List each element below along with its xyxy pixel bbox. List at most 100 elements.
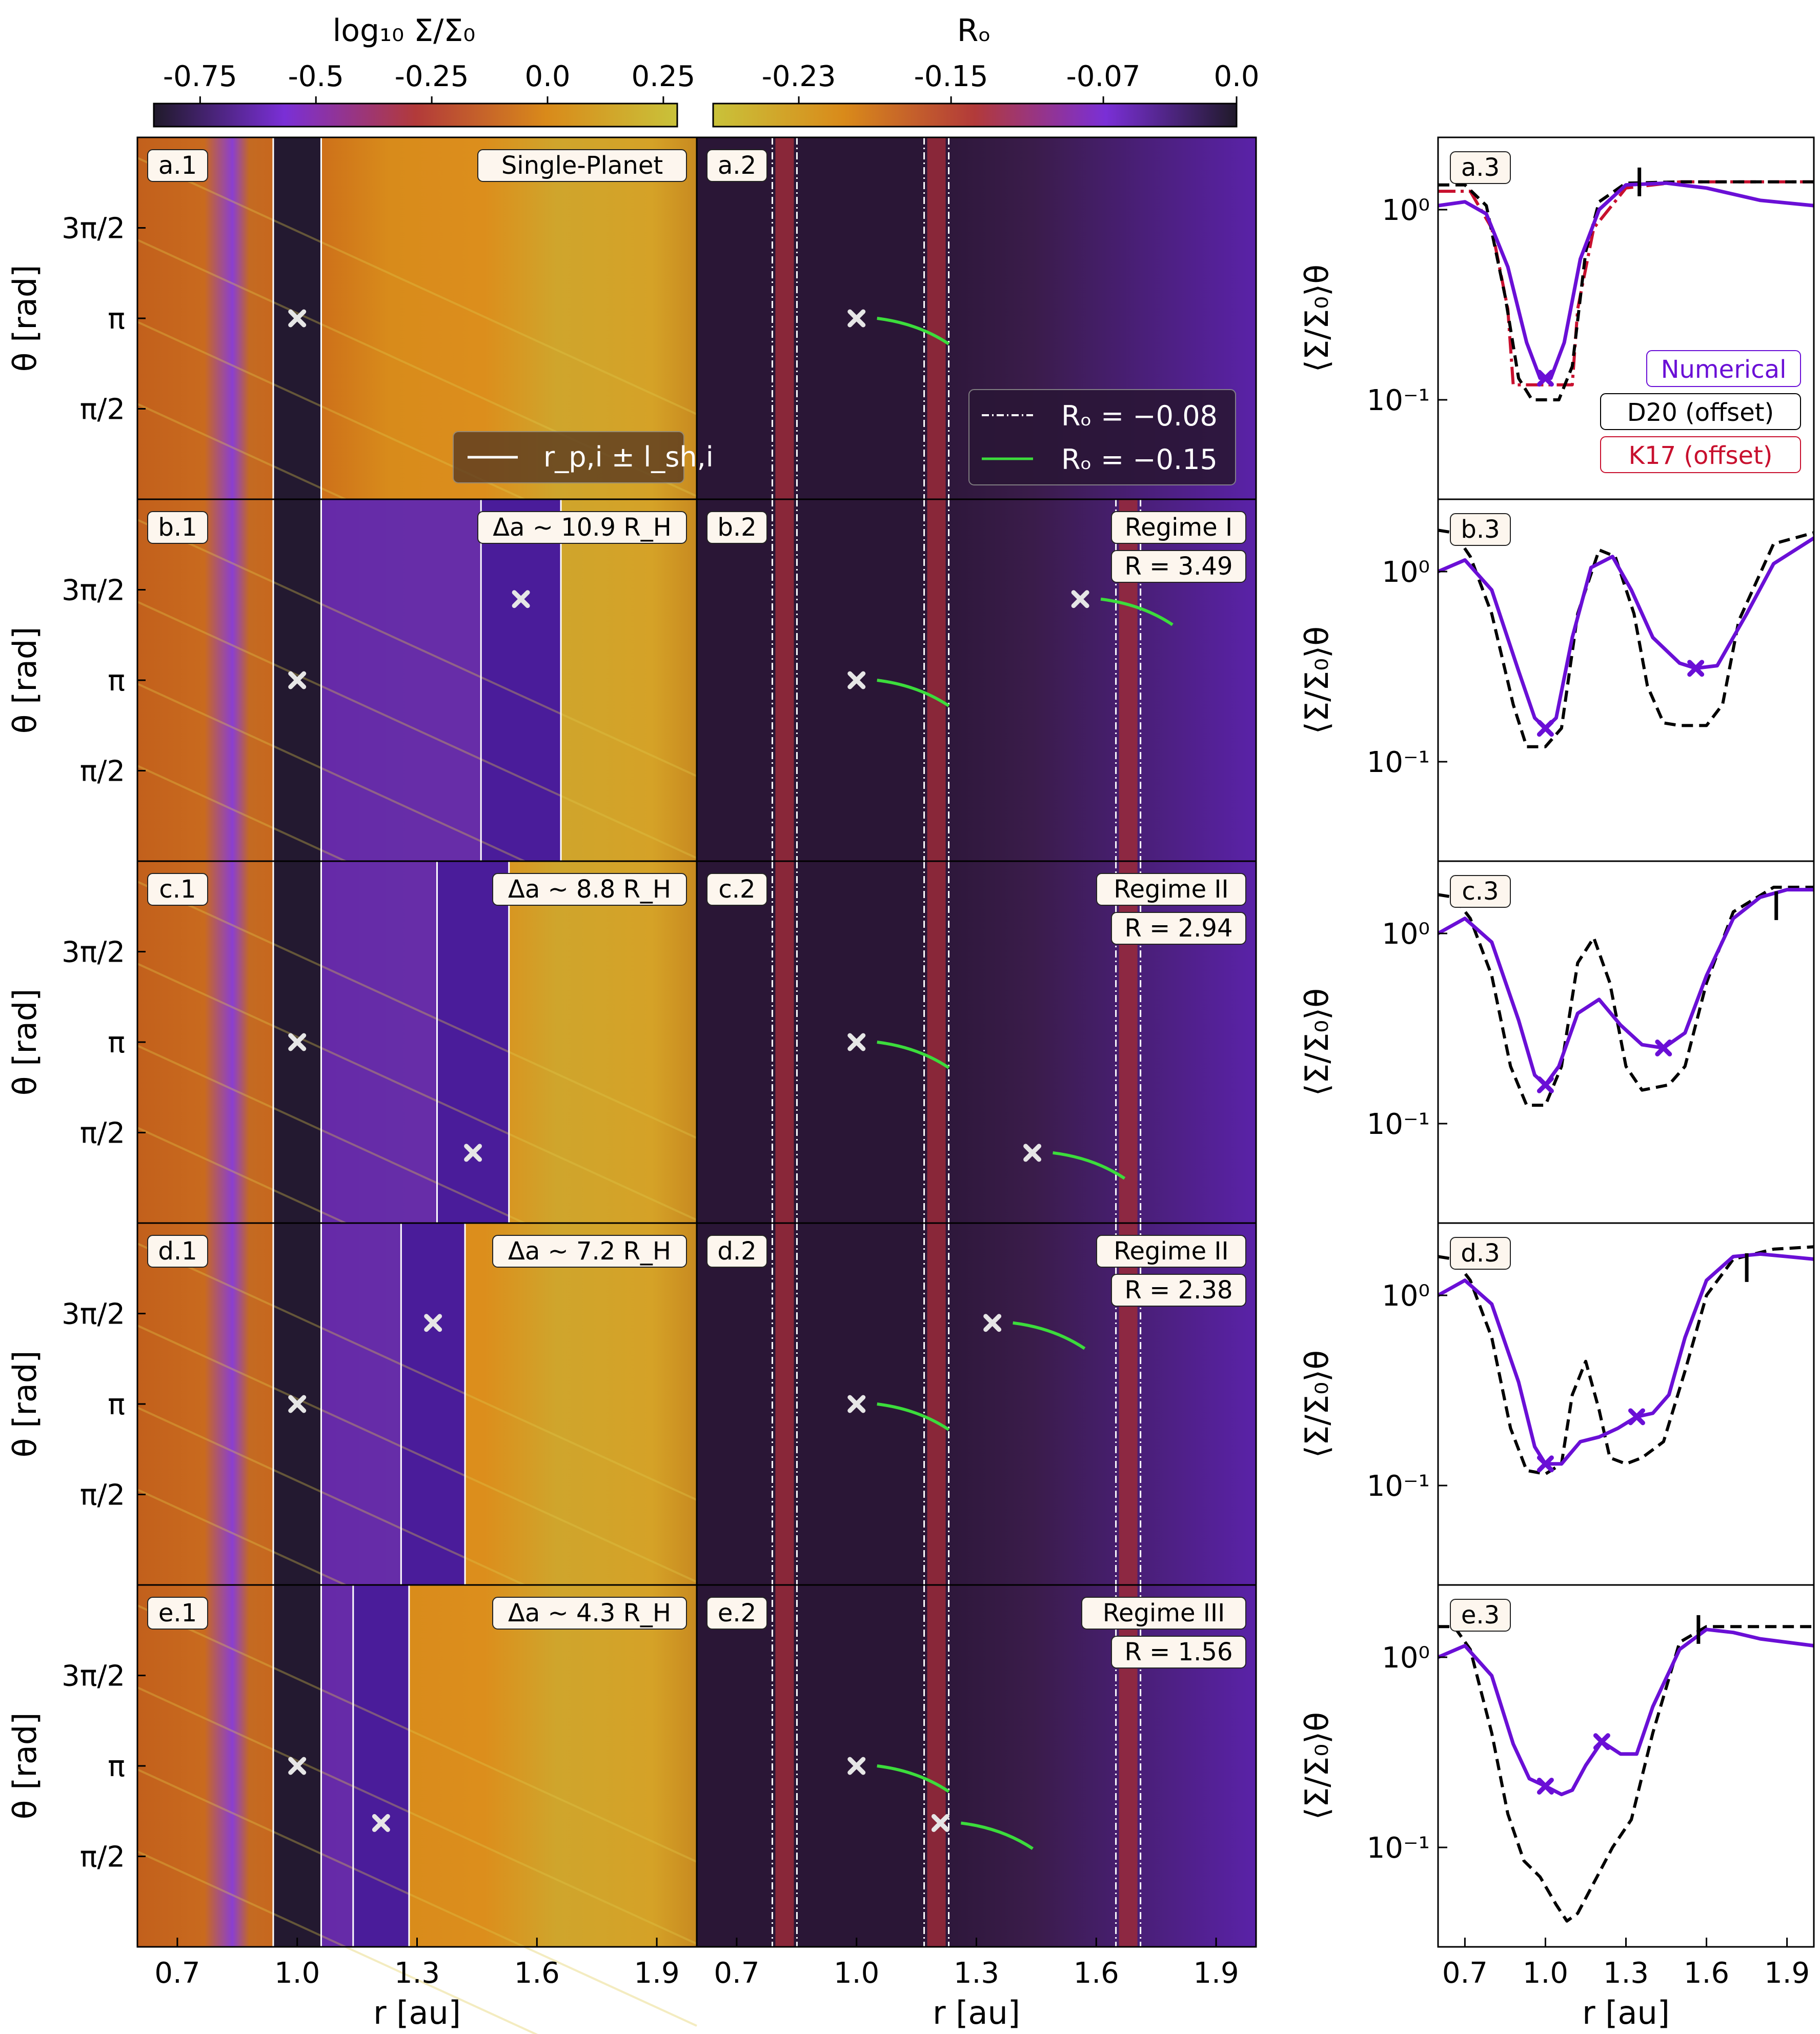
panel-label-d.2: d.2: [706, 1235, 767, 1268]
theta-tick-label: π: [108, 1388, 125, 1421]
panel-label-d.1: d.1: [147, 1235, 208, 1268]
legend-middle-green-text: Rₒ = −0.15: [1061, 443, 1218, 476]
green-contour: [877, 317, 950, 345]
ratio-axis-label: ⟨Σ/Σ₀⟩θ: [1298, 988, 1336, 1096]
panel-tag-a-text: Single-Planet: [501, 151, 663, 180]
theta-tick-label: π: [108, 664, 125, 698]
profile-panel-d: 10⁰ 10⁻¹ d.3: [1367, 1222, 1815, 1586]
ratio-tick-label: 10⁰: [1382, 1279, 1430, 1313]
regime-tag-e-bg: [1081, 1597, 1246, 1630]
panel-label-e.1: e.1: [147, 1597, 208, 1630]
profile-panel-e: 10⁰ 10⁻¹ e.3: [1367, 1584, 1815, 1948]
planet-marker-1-stroke-b: [847, 309, 866, 328]
colorbar-left-gradient: [153, 103, 678, 128]
panel-tag-d-bg: [492, 1235, 687, 1268]
planet-marker-2: [464, 1144, 482, 1162]
ratio-tick-label: 10⁻¹: [1367, 1108, 1430, 1141]
x-tick-label: 1.3: [954, 1957, 999, 1990]
profile-background: [1438, 1585, 1814, 1947]
planet-marker-2-stroke-b: [1023, 1144, 1042, 1162]
spiral-arm: [137, 1768, 697, 2027]
spiral-arm: [137, 1686, 697, 1945]
colorbar-middle-label: Rₒ: [957, 13, 992, 49]
x-tick-label: 1.9: [1194, 1957, 1239, 1990]
legend-right: Numerical D20 (offset) K17 (offset): [1600, 350, 1801, 473]
panel-label-c.2-text: c.2: [718, 875, 755, 904]
x-tick-label: 0.7: [714, 1957, 759, 1990]
panel-label-a.2-bg: [706, 149, 767, 182]
rossby-band: [927, 499, 946, 861]
rossby-panel-d: d.2 Regime II R = 2.38: [696, 1222, 1257, 1586]
rossby-band: [775, 1223, 794, 1585]
rossby-band: [775, 1585, 794, 1947]
panel-label-c.1-text: c.1: [159, 875, 196, 904]
profile-planet-marker-stroke-b: [1628, 1408, 1645, 1426]
planet-marker-2-stroke-b: [931, 1814, 949, 1832]
panel-tag-a-bg: [477, 149, 687, 182]
gap-planet2: [481, 499, 561, 861]
profile-planet-marker: [1655, 1039, 1672, 1056]
profile-planet-marker-stroke-b: [1655, 1039, 1672, 1056]
panel-label-a.1: a.1: [147, 149, 208, 182]
theta-tick-label: π/2: [80, 755, 125, 788]
panel-tag-b-bg: [477, 511, 687, 544]
planet-marker-2: [1023, 1144, 1042, 1162]
panel-label-b.1-bg: [147, 511, 208, 544]
panel-label-a.2-text: a.2: [718, 151, 756, 180]
regime-tag-d-text: Regime II: [1114, 1237, 1228, 1266]
regime-tag-e: Regime III: [1081, 1597, 1246, 1630]
spiral-arm: [137, 601, 697, 859]
panel-label-c.3: c.3: [1450, 875, 1511, 908]
legend-middle: Rₒ = −0.08 Rₒ = −0.15: [968, 389, 1236, 485]
planet-marker-1-stroke-b: [288, 671, 307, 689]
x-tick-label: 1.3: [1603, 1957, 1649, 1990]
density-background: [137, 1585, 697, 1947]
ratio-axis-label: ⟨Σ/Σ₀⟩θ: [1298, 265, 1336, 372]
ratio-axis-label: ⟨Σ/Σ₀⟩θ: [1298, 1350, 1336, 1458]
panel-label-e.3-bg: [1450, 1599, 1511, 1632]
panel-label-e.3: e.3: [1450, 1599, 1511, 1632]
legend-middle-dashdot-text: Rₒ = −0.08: [1061, 400, 1218, 432]
planet-marker-1: [847, 309, 866, 328]
profile-panel-c: 10⁰ 10⁻¹ c.3: [1367, 860, 1815, 1224]
planet-marker-1: [288, 671, 307, 689]
panel-tag-e: Δa ∼ 4.3 R_H: [492, 1597, 687, 1630]
panel-label-c.1: c.1: [147, 873, 208, 906]
planet-marker-1-stroke-b: [847, 671, 866, 689]
panel-tag-b: Δa ∼ 10.9 R_H: [477, 511, 687, 544]
x-tick-label: 1.0: [1523, 1957, 1568, 1990]
panel-label-d.1-bg: [147, 1235, 208, 1268]
colorbar-left-tick-label: -0.25: [395, 60, 469, 93]
profile-column: 10⁰ 10⁻¹ a.3 10⁰ 10⁻¹ b.3 10⁰ 10⁻¹ c.3 10⁰ 10⁻¹ d.3…: [1367, 136, 1815, 1948]
panel-label-a.1-text: a.1: [158, 151, 197, 180]
panel-label-d.1-text: d.1: [158, 1237, 197, 1266]
panel-tag-d-text: Δa ∼ 7.2 R_H: [508, 1237, 671, 1266]
green-contour: [960, 1821, 1034, 1850]
series-numerical: [1438, 888, 1814, 1087]
panel-tag-b-text: Δa ∼ 10.9 R_H: [493, 513, 672, 542]
rossby-band: [927, 137, 946, 499]
gap-planet2: [353, 1585, 409, 1947]
planet-marker-1: [847, 1395, 866, 1413]
planet-marker-1-stroke-b: [288, 1757, 307, 1775]
r-value-b: R = 3.49: [1111, 550, 1246, 583]
r-value-b-text: R = 3.49: [1125, 552, 1233, 581]
panel-tag-c: Δa ∼ 8.8 R_H: [492, 873, 687, 906]
planet-marker-1-stroke-b: [288, 1395, 307, 1413]
theta-axis-label: θ [rad]: [6, 265, 44, 372]
theta-tick-label: π: [108, 1750, 125, 1783]
panel-tag-e-bg: [492, 1597, 687, 1630]
profile-planet-marker-stroke-b: [1536, 1076, 1554, 1093]
panel-tag-e-text: Δa ∼ 4.3 R_H: [508, 1599, 671, 1628]
spiral-arm: [137, 963, 697, 1221]
legend-middle-bg: [968, 389, 1236, 485]
panel-grid: a.1 Single-Planet a.2 b.1 Δa ∼ 10.9 R_H b.2 Re…: [136, 136, 1257, 2034]
panel-label-b.2-text: b.2: [717, 513, 756, 542]
planet-marker-1: [288, 309, 307, 328]
colorbar-left-ticks: -0.75 -0.5 -0.25 0.0 0.25: [163, 60, 695, 126]
planet-marker-2: [372, 1814, 390, 1832]
regime-tag-d: Regime II: [1096, 1235, 1246, 1268]
colorbar-left-tick-label: -0.75: [163, 60, 237, 93]
x-axis-label: r [au]: [1582, 1994, 1670, 2031]
theta-tick-label: π: [108, 1026, 125, 1060]
